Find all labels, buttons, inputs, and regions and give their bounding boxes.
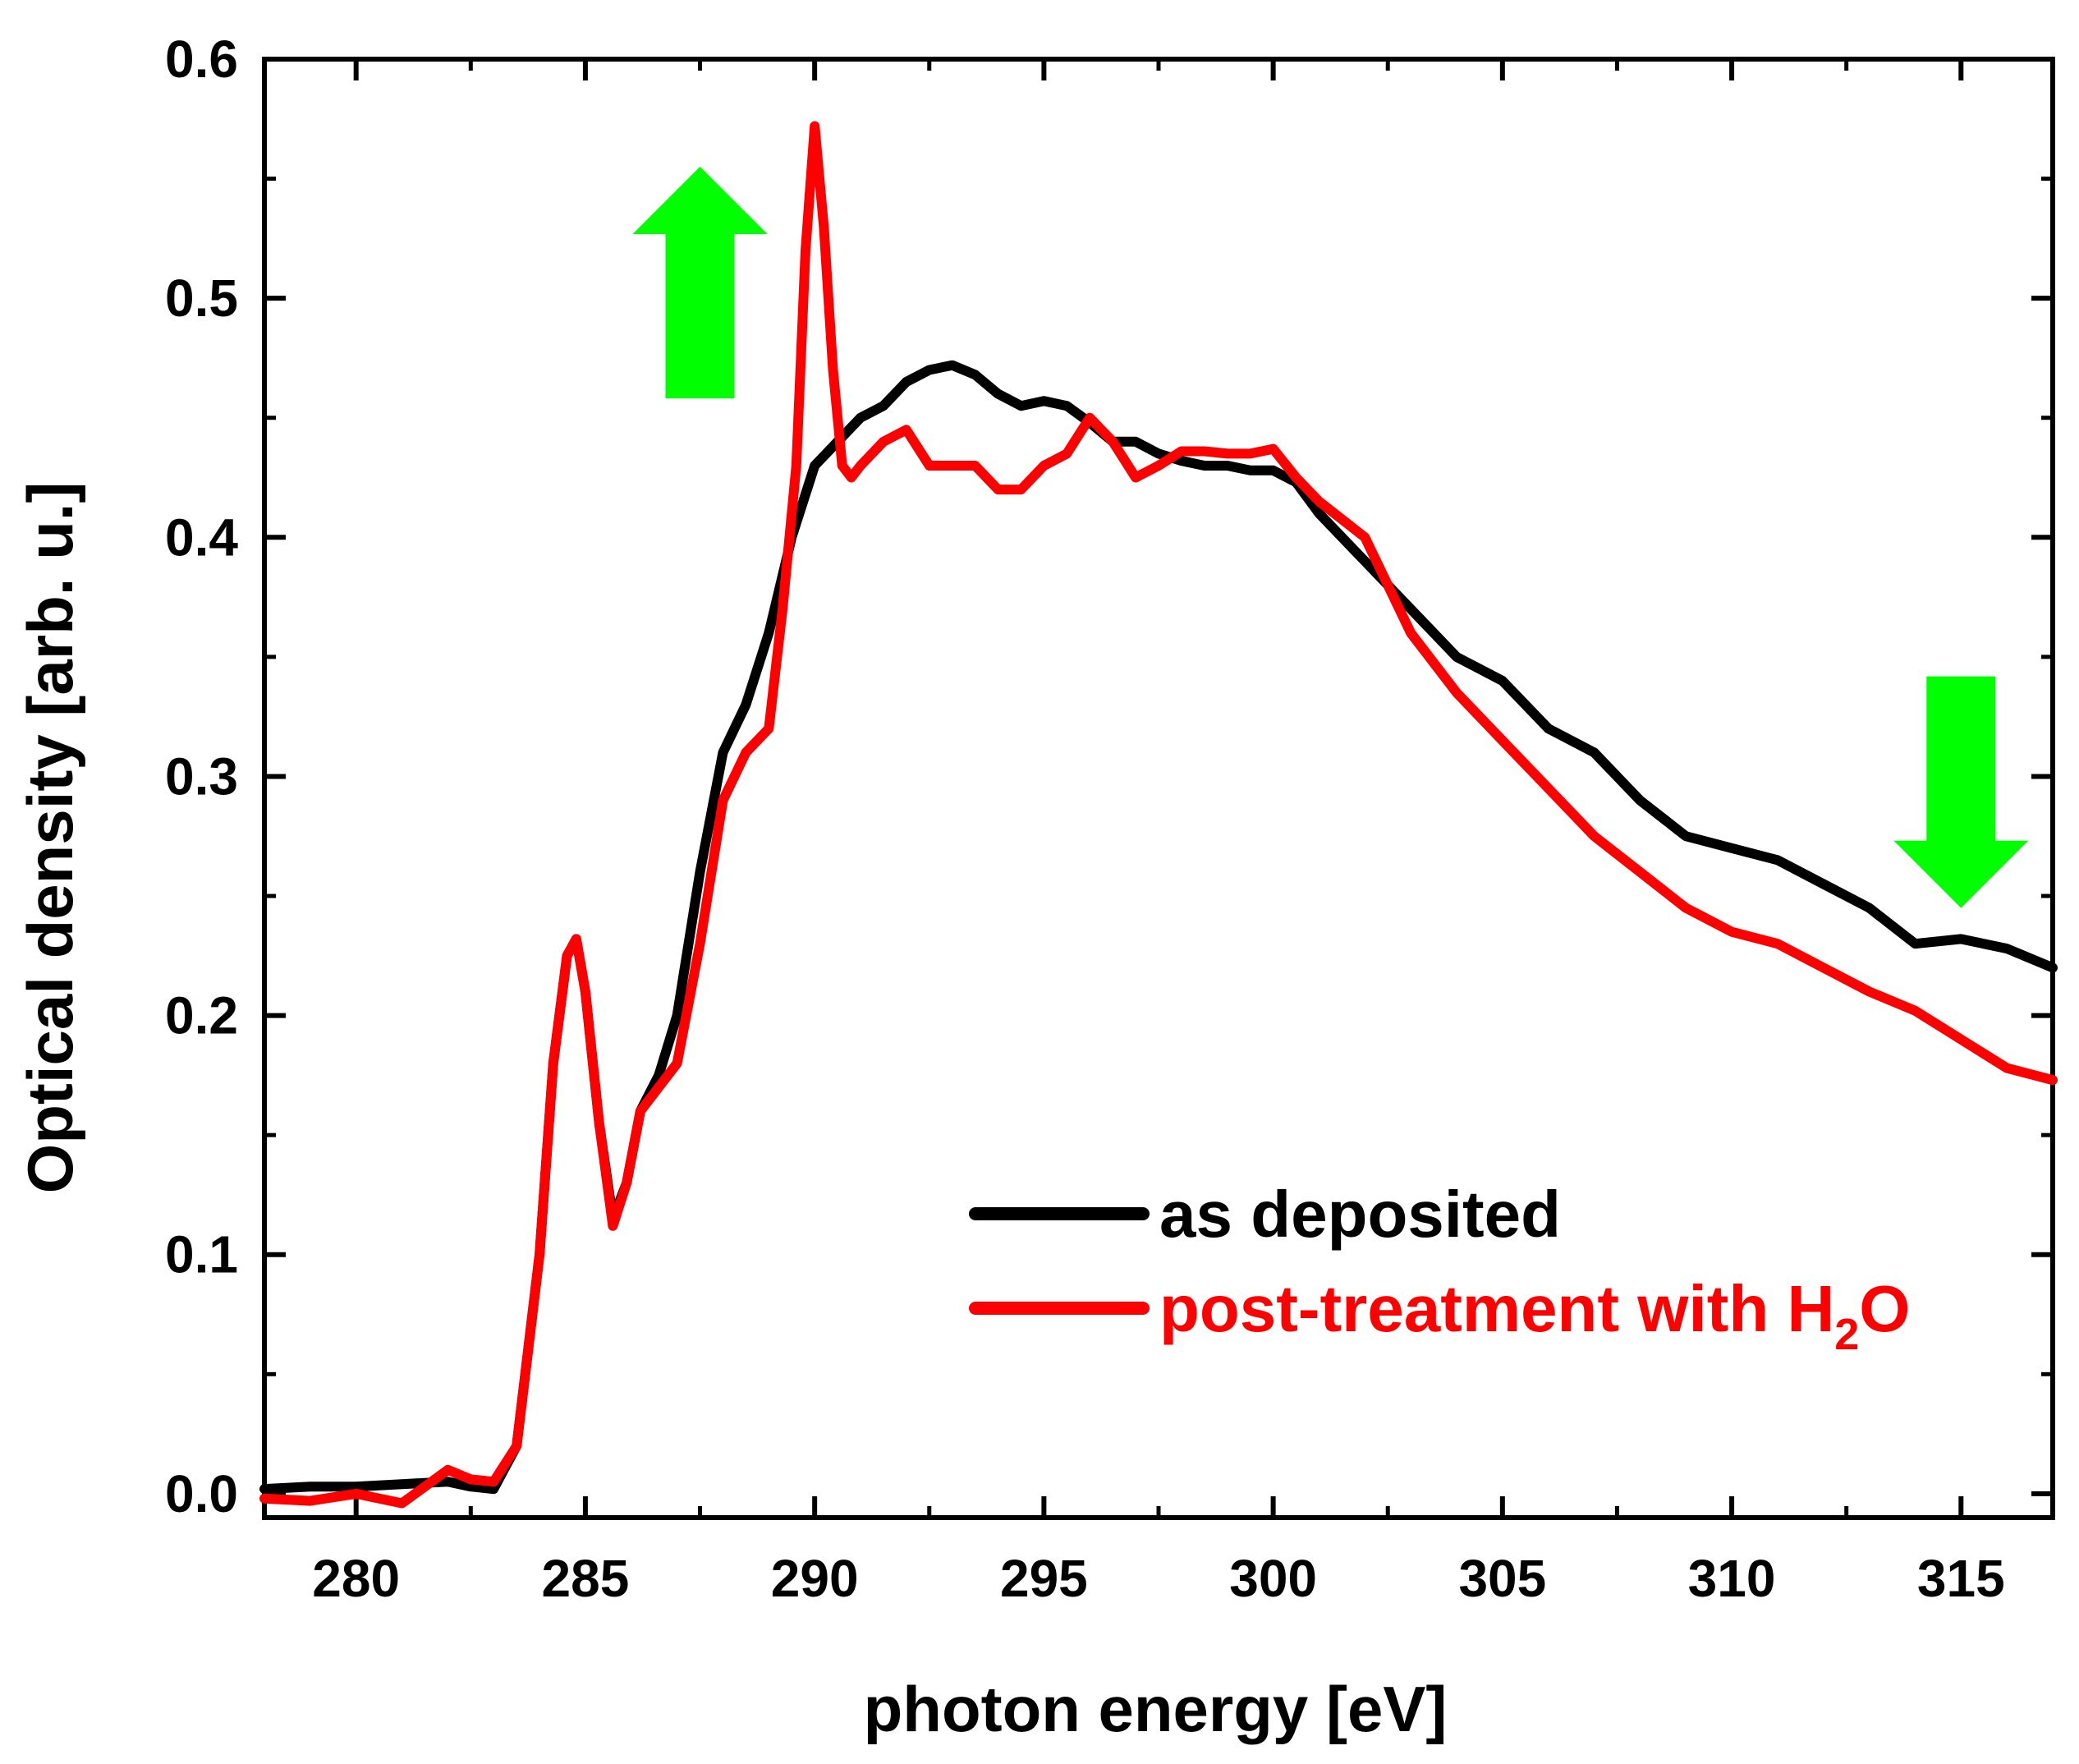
x-tick-label: 305 [1458,1549,1546,1608]
y-tick-label: 0.0 [165,1464,238,1523]
annotation-layer [632,167,2029,908]
series-layer [259,121,2058,1509]
x-tick-label: 285 [542,1549,630,1608]
y-axis-title: Optical density [arb. u.] [14,482,86,1194]
legend-label-post-treatment-suffix: O [1859,1272,1910,1345]
x-tick-label: 310 [1688,1549,1776,1608]
series-line-post-treatment [259,121,2058,1509]
green-up-arrow [632,167,768,398]
y-axis-ticks: 0.0 0.1 0.2 0.3 0.4 0.5 0.6 [165,30,2053,1523]
legend-label-as-deposited: as deposited [1159,1178,1561,1251]
y-tick-label: 0.4 [165,508,238,567]
x-tick-label: 315 [1917,1549,2005,1608]
y-tick-label: 0.6 [165,30,238,89]
y-tick-label: 0.5 [165,269,238,328]
y-tick-label: 0.3 [165,746,238,806]
x-axis-ticks: 280 285 290 295 300 305 310 315 [312,59,2005,1608]
x-axis-title: photon energy [eV] [864,1673,1448,1745]
green-down-arrow [1893,676,2029,908]
legend-label-post-treatment: post-treatment with H2O [1159,1272,1911,1359]
x-tick-label: 300 [1229,1549,1317,1608]
x-tick-label: 280 [312,1549,400,1608]
y-tick-label: 0.1 [165,1225,238,1284]
legend: as deposited post-treatment with H2O [969,1178,1911,1359]
legend-label-post-treatment-subscript: 2 [1834,1310,1859,1359]
x-tick-label: 295 [1000,1549,1088,1608]
x-tick-label: 290 [771,1549,859,1608]
legend-label-post-treatment-main: post-treatment with H [1159,1272,1834,1345]
y-tick-label: 0.2 [165,986,238,1045]
